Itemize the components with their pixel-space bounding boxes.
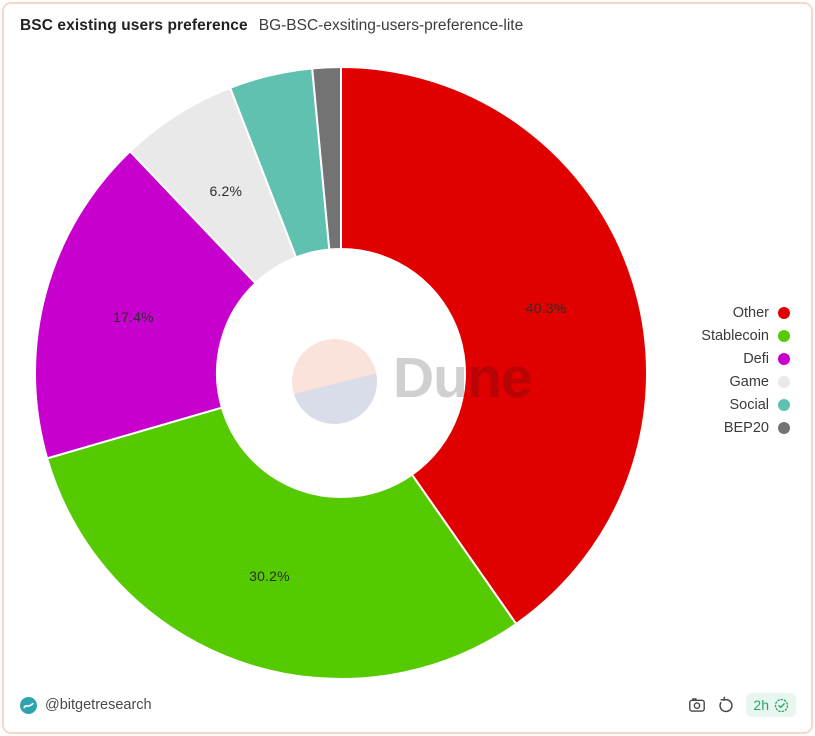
refresh-icon xyxy=(719,696,734,713)
legend: Other Stablecoin Defi Game Social BEP20 xyxy=(701,301,790,439)
legend-item-defi[interactable]: Defi xyxy=(701,347,790,370)
camera-icon xyxy=(689,698,706,712)
pie-slice-other[interactable] xyxy=(340,66,648,625)
chart-title: BSC existing users preference xyxy=(20,17,248,34)
legend-label: BEP20 xyxy=(723,419,769,436)
chart-header: BSC existing users preference BG-BSC-exsi… xyxy=(20,17,523,35)
pie-slice-defi[interactable] xyxy=(34,150,257,460)
pie-slice-stablecoin[interactable] xyxy=(46,406,518,680)
legend-item-social[interactable]: Social xyxy=(701,393,790,416)
donut-chart xyxy=(34,66,648,680)
legend-dot-icon xyxy=(778,306,790,319)
pie-slice-bep20[interactable] xyxy=(311,66,342,251)
dune-watermark-text: Dune xyxy=(393,346,532,410)
legend-item-game[interactable]: Game xyxy=(701,370,790,393)
legend-item-stablecoin[interactable]: Stablecoin xyxy=(701,324,790,347)
legend-dot-icon xyxy=(778,352,790,365)
author-link[interactable]: @bitgetresearch xyxy=(20,696,152,714)
legend-label: Defi xyxy=(743,350,769,367)
refresh-button[interactable] xyxy=(717,696,735,714)
legend-dot-icon xyxy=(778,329,790,342)
dune-logo-icon xyxy=(292,339,377,424)
legend-item-bep20[interactable]: BEP20 xyxy=(701,416,790,439)
legend-dot-icon xyxy=(778,421,790,434)
author-handle: @bitgetresearch xyxy=(45,697,152,713)
data-freshness-badge[interactable]: 2h xyxy=(746,693,796,717)
legend-label: Stablecoin xyxy=(701,327,769,344)
verified-check-icon xyxy=(774,698,789,712)
query-name-link[interactable]: BG-BSC-exsiting-users-preference-lite xyxy=(258,17,524,34)
legend-label: Other xyxy=(732,304,769,321)
footer: @bitgetresearch 2h xyxy=(20,692,796,718)
legend-label: Social xyxy=(729,396,770,413)
age-label: 2h xyxy=(753,697,769,713)
legend-item-other[interactable]: Other xyxy=(701,301,790,324)
footer-actions: 2h xyxy=(688,693,796,717)
legend-label: Game xyxy=(729,373,770,390)
bitget-avatar-icon xyxy=(20,696,37,714)
legend-dot-icon xyxy=(778,375,790,388)
legend-dot-icon xyxy=(778,398,790,411)
screenshot-button[interactable] xyxy=(688,696,706,714)
